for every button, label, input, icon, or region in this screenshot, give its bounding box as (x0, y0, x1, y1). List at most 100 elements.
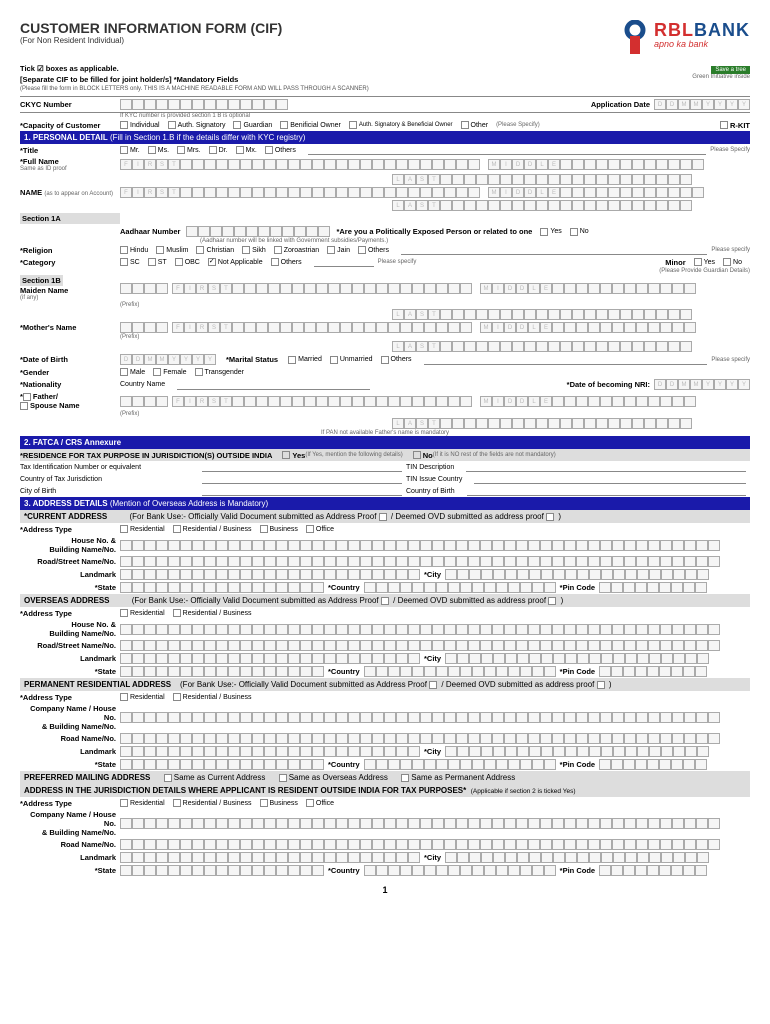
house-input[interactable] (120, 818, 720, 829)
fullname-last-input[interactable]: LAST (392, 174, 692, 185)
spouse-checkbox[interactable] (20, 402, 28, 410)
state-input[interactable] (120, 666, 324, 677)
title-ms-checkbox[interactable] (148, 146, 156, 154)
nri-date-input[interactable]: DDMMYYYY (654, 379, 750, 390)
landmark-input[interactable] (120, 746, 420, 757)
capacity-beneficial-checkbox[interactable] (280, 121, 288, 129)
religion-zoro-checkbox[interactable] (274, 246, 282, 254)
pref-current-checkbox[interactable] (164, 774, 172, 782)
fs-first-input[interactable]: FIRST (172, 396, 472, 407)
juris-resbus-checkbox[interactable] (173, 799, 181, 807)
pin-input[interactable] (599, 666, 707, 677)
capacity-guardian-checkbox[interactable] (233, 121, 241, 129)
landmark-input[interactable] (120, 653, 420, 664)
road-input[interactable] (120, 733, 720, 744)
pref-perm-checkbox[interactable] (401, 774, 409, 782)
juris-office-checkbox[interactable] (306, 799, 314, 807)
perm-residential-checkbox[interactable] (120, 693, 128, 701)
road-input[interactable] (120, 556, 720, 567)
state-input[interactable] (120, 865, 324, 876)
marital-unmarried-checkbox[interactable] (330, 356, 338, 364)
city-input[interactable] (445, 746, 709, 757)
maiden-prefix-input[interactable] (120, 283, 168, 294)
country-input[interactable] (364, 582, 556, 593)
country-birth-input[interactable] (467, 486, 746, 496)
marital-others-checkbox[interactable] (381, 356, 389, 364)
fullname-first-input[interactable]: FIRST (120, 159, 480, 170)
dob-input[interactable]: DDMMYYYY (120, 354, 216, 365)
mother-prefix-input[interactable] (120, 322, 168, 333)
name-first-input[interactable]: FIRST (120, 187, 480, 198)
category-specify-input[interactable] (314, 257, 374, 267)
app-date-input[interactable]: DDMMYYYY (654, 99, 750, 110)
title-dr-checkbox[interactable] (209, 146, 217, 154)
current-resbus-checkbox[interactable] (173, 525, 181, 533)
tin-input[interactable] (202, 462, 402, 472)
category-na-checkbox[interactable] (208, 258, 216, 266)
pep-no-checkbox[interactable] (570, 228, 578, 236)
fs-middle-input[interactable]: MIDDLE (480, 396, 696, 407)
mother-first-input[interactable]: FIRST (172, 322, 472, 333)
city-input[interactable] (445, 653, 709, 664)
title-specify-input[interactable] (308, 145, 706, 155)
title-mx-checkbox[interactable] (236, 146, 244, 154)
overseas-ovd-checkbox[interactable] (381, 597, 389, 605)
pin-input[interactable] (599, 865, 707, 876)
father-checkbox[interactable] (23, 393, 31, 401)
fs-prefix-input[interactable] (120, 396, 168, 407)
current-business-checkbox[interactable] (260, 525, 268, 533)
pref-overseas-checkbox[interactable] (279, 774, 287, 782)
religion-specify-input[interactable] (401, 245, 707, 255)
minor-no-checkbox[interactable] (723, 258, 731, 266)
religion-hindu-checkbox[interactable] (120, 246, 128, 254)
tin-desc-input[interactable] (466, 462, 746, 472)
minor-yes-checkbox[interactable] (694, 258, 702, 266)
mother-last-input[interactable]: LAST (392, 341, 692, 352)
capacity-other-checkbox[interactable] (461, 121, 469, 129)
current-deemed-checkbox[interactable] (546, 513, 554, 521)
religion-jain-checkbox[interactable] (327, 246, 335, 254)
tin-issue-input[interactable] (474, 474, 746, 484)
overseas-residential-checkbox[interactable] (120, 609, 128, 617)
tax-country-input[interactable] (202, 474, 402, 484)
rkit-checkbox[interactable] (720, 121, 728, 129)
pin-input[interactable] (599, 759, 707, 770)
overseas-deemed-checkbox[interactable] (548, 597, 556, 605)
current-residential-checkbox[interactable] (120, 525, 128, 533)
capacity-authben-checkbox[interactable] (349, 121, 357, 129)
perm-deemed-checkbox[interactable] (597, 681, 605, 689)
road-input[interactable] (120, 640, 720, 651)
title-mrs-checkbox[interactable] (177, 146, 185, 154)
category-sc-checkbox[interactable] (120, 258, 128, 266)
capacity-auth-checkbox[interactable] (168, 121, 176, 129)
maiden-last-input[interactable]: LAST (392, 309, 692, 320)
title-others-checkbox[interactable] (265, 146, 273, 154)
perm-ovd-checkbox[interactable] (429, 681, 437, 689)
maiden-middle-input[interactable]: MIDDLE (480, 283, 696, 294)
city-input[interactable] (445, 569, 709, 580)
nationality-input[interactable] (177, 380, 370, 390)
city-input[interactable] (445, 852, 709, 863)
tax-no-checkbox[interactable] (413, 451, 421, 459)
religion-christian-checkbox[interactable] (196, 246, 204, 254)
religion-others-checkbox[interactable] (358, 246, 366, 254)
house-input[interactable] (120, 624, 720, 635)
fs-last-input[interactable]: LAST (392, 418, 692, 429)
country-input[interactable] (364, 666, 556, 677)
landmark-input[interactable] (120, 852, 420, 863)
aadhaar-input[interactable] (186, 226, 330, 237)
marital-specify-input[interactable] (424, 355, 708, 365)
juris-residential-checkbox[interactable] (120, 799, 128, 807)
gender-trans-checkbox[interactable] (195, 368, 203, 376)
country-input[interactable] (364, 865, 556, 876)
gender-female-checkbox[interactable] (153, 368, 161, 376)
road-input[interactable] (120, 839, 720, 850)
tax-yes-checkbox[interactable] (282, 451, 290, 459)
state-input[interactable] (120, 582, 324, 593)
house-input[interactable] (120, 712, 720, 723)
country-input[interactable] (364, 759, 556, 770)
ckyc-input[interactable] (120, 99, 288, 110)
maiden-first-input[interactable]: FIRST (172, 283, 472, 294)
overseas-resbus-checkbox[interactable] (173, 609, 181, 617)
category-obc-checkbox[interactable] (175, 258, 183, 266)
